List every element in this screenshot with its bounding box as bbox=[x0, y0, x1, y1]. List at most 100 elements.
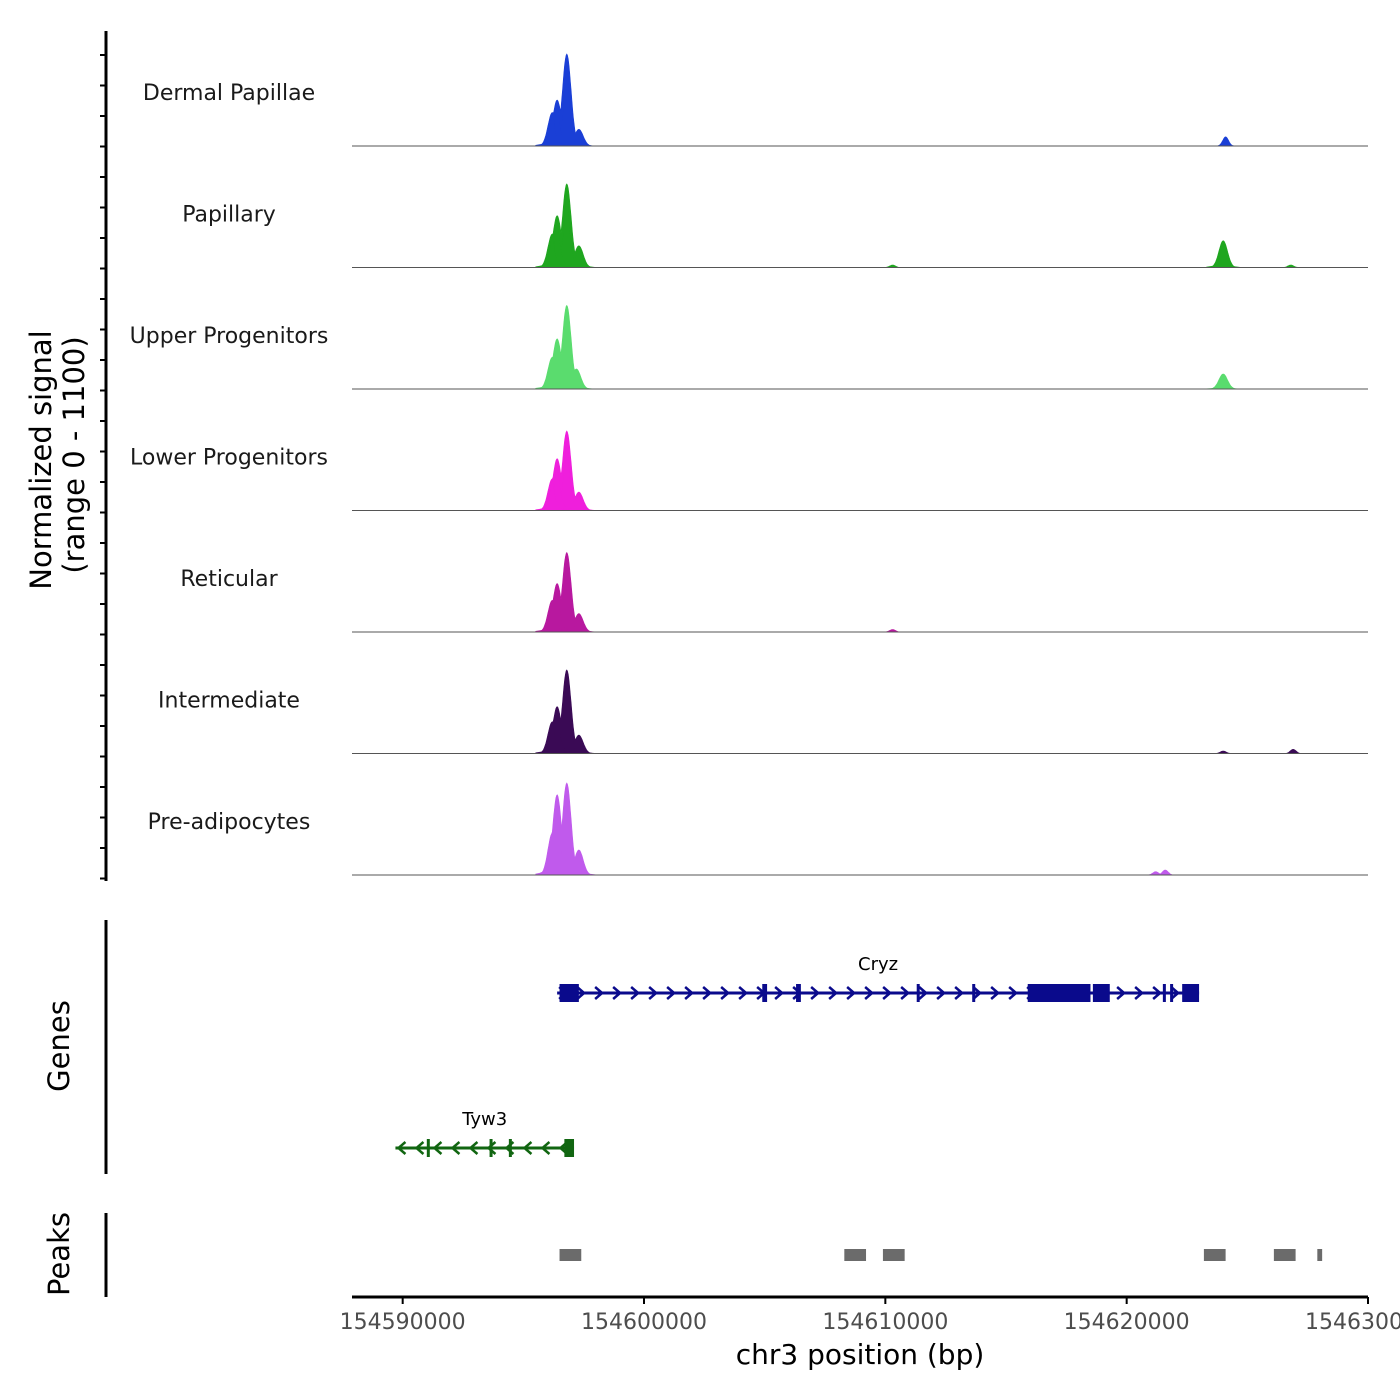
peak-region bbox=[844, 1249, 867, 1261]
signal-track-lower-progenitors: Lower Progenitors bbox=[130, 430, 1368, 511]
x-tick-label: 154610000 bbox=[822, 1310, 948, 1335]
strand-arrow bbox=[702, 986, 713, 1000]
strand-arrow bbox=[810, 986, 821, 1000]
signal-peak bbox=[875, 629, 910, 632]
x-axis: 154590000 154600000 154610000 154620000 1546… bbox=[340, 1295, 1400, 1335]
signal-area bbox=[352, 782, 1368, 876]
signal-area bbox=[352, 669, 1368, 754]
signal-y-axis-title: Normalized signal bbox=[24, 330, 58, 589]
signal-peak bbox=[540, 100, 574, 146]
genes-panel-label: Genes bbox=[42, 1000, 76, 1092]
strand-arrow bbox=[1152, 986, 1163, 1000]
strand-arrow bbox=[522, 1141, 533, 1155]
strand-arrow bbox=[918, 986, 929, 1000]
track-label: Reticular bbox=[180, 567, 278, 592]
signal-peak bbox=[549, 183, 584, 268]
gene-exon bbox=[1182, 984, 1200, 1002]
signal-peak bbox=[540, 583, 574, 632]
strand-arrow bbox=[612, 986, 623, 1000]
gene-exon bbox=[489, 1139, 493, 1157]
gene-exon bbox=[1027, 984, 1091, 1002]
strand-arrow bbox=[576, 986, 587, 1000]
strand-arrow bbox=[864, 986, 875, 1000]
track-label: Lower Progenitors bbox=[130, 446, 328, 471]
strand-arrow bbox=[594, 986, 605, 1000]
signal-peak bbox=[562, 849, 596, 875]
gene-exon bbox=[762, 984, 768, 1002]
gene-cryz: Cryz bbox=[557, 954, 1200, 1002]
strand-arrow bbox=[738, 986, 749, 1000]
strand-arrow bbox=[990, 986, 1001, 1000]
strand-arrow bbox=[684, 986, 695, 1000]
signal-peak bbox=[549, 783, 584, 875]
signal-peak bbox=[535, 234, 570, 268]
gene-exon bbox=[1092, 984, 1110, 1002]
signal-area bbox=[352, 304, 1368, 390]
signal-peak bbox=[1276, 749, 1311, 754]
peak-region bbox=[882, 1249, 905, 1261]
gene-name-label: Tyw3 bbox=[461, 1109, 507, 1130]
gene-exon bbox=[972, 984, 976, 1002]
signal-peak bbox=[1138, 871, 1173, 875]
gene-exon bbox=[508, 1139, 512, 1157]
signal-area bbox=[352, 551, 1368, 633]
signal-peak bbox=[535, 721, 570, 754]
signal-area bbox=[352, 53, 1368, 147]
strand-arrow bbox=[1116, 986, 1127, 1000]
signal-peak bbox=[549, 305, 584, 389]
signal-peak bbox=[535, 357, 570, 389]
signal-peak bbox=[540, 215, 574, 268]
strand-arrow bbox=[846, 986, 857, 1000]
track-label: Upper Progenitors bbox=[130, 324, 329, 349]
strand-arrow bbox=[972, 986, 983, 1000]
signal-peak bbox=[549, 431, 584, 511]
strand-arrow bbox=[774, 986, 785, 1000]
signal-tracks: Dermal Papillae Papillary Upper Progenitor… bbox=[130, 53, 1368, 876]
strand-arrow bbox=[666, 986, 677, 1000]
signal-peak bbox=[562, 245, 596, 268]
track-label: Intermediate bbox=[158, 689, 300, 714]
x-tick-label: 154630000 bbox=[1305, 1310, 1400, 1335]
signal-peak bbox=[535, 833, 570, 875]
strand-arrow bbox=[468, 1141, 479, 1155]
strand-arrow bbox=[882, 986, 893, 1000]
gene-exon bbox=[1162, 984, 1166, 1002]
gene-name-label: Cryz bbox=[858, 954, 898, 975]
signal-track-reticular: Reticular bbox=[180, 551, 1368, 633]
gene-exon bbox=[559, 984, 579, 1002]
peak-region bbox=[559, 1249, 582, 1261]
signal-peak bbox=[535, 112, 570, 146]
signal-track-pre-adipocytes: Pre-adipocytes bbox=[148, 782, 1368, 876]
signal-peak bbox=[1208, 136, 1243, 146]
signal-peak bbox=[562, 735, 596, 754]
genes-panel: Cryz Tyw3 bbox=[104, 920, 1200, 1174]
strand-arrow bbox=[720, 986, 731, 1000]
track-label: Pre-adipocytes bbox=[148, 810, 311, 835]
gene-exon bbox=[916, 984, 920, 1002]
peaks-panel bbox=[104, 1213, 1323, 1297]
gene-exon bbox=[796, 984, 801, 1002]
signal-y-axis-range: (range 0 - 1100) bbox=[57, 336, 91, 573]
gene-exon bbox=[426, 1139, 430, 1157]
signal-peak bbox=[559, 368, 594, 389]
x-tick-label: 154590000 bbox=[340, 1310, 466, 1335]
signal-area bbox=[352, 430, 1368, 511]
x-tick-label: 154620000 bbox=[1064, 1310, 1190, 1335]
signal-peak bbox=[540, 706, 574, 754]
strand-arrow bbox=[828, 986, 839, 1000]
peak-region bbox=[1317, 1249, 1323, 1261]
signal-peak bbox=[540, 338, 574, 389]
signal-peak bbox=[562, 492, 596, 511]
signal-peak bbox=[875, 265, 910, 268]
x-tick-label: 154600000 bbox=[581, 1310, 707, 1335]
signal-peak bbox=[1206, 751, 1241, 754]
signal-peak bbox=[540, 458, 574, 511]
strand-arrow bbox=[450, 1141, 461, 1155]
strand-arrow bbox=[486, 1141, 497, 1155]
signal-peak bbox=[535, 600, 570, 632]
signal-peak bbox=[535, 478, 570, 511]
signal-area bbox=[352, 183, 1368, 268]
strand-arrow bbox=[954, 986, 965, 1000]
strand-arrow bbox=[648, 986, 659, 1000]
